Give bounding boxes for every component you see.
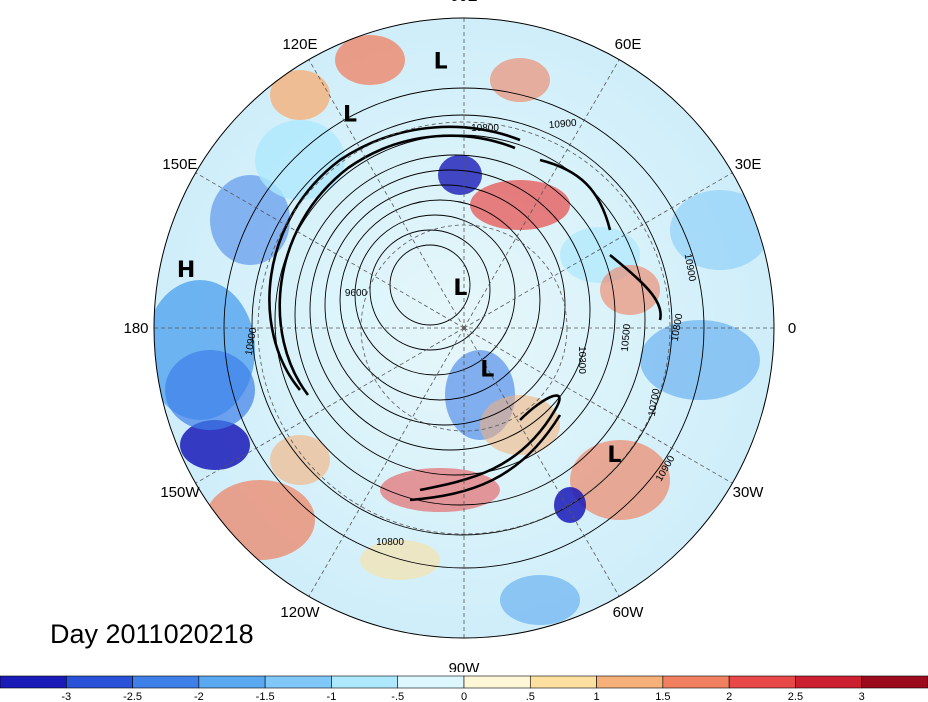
longitude-label: 30W — [733, 484, 765, 501]
colorbar-tick-label: -1.5 — [256, 691, 275, 702]
colorbar-tick-label: -.5 — [391, 691, 404, 702]
longitude-label: 120W — [280, 604, 320, 621]
colorbar-swatch — [397, 675, 465, 689]
contour-value-label: 9600 — [345, 288, 368, 299]
colorbar-tick-label: 1 — [594, 691, 600, 702]
low-pressure-label: L — [453, 276, 467, 301]
colorbar-tick-label: .5 — [526, 691, 535, 702]
graticule — [154, 18, 774, 638]
colorbar-tick-label: -3 — [61, 691, 71, 702]
contour-value-label: 10800 — [670, 312, 686, 342]
longitude-label: 150E — [162, 156, 197, 173]
colorbar-tick-label: 2 — [726, 691, 732, 702]
day-title: Day 2011020218 — [50, 619, 254, 649]
low-pressure-label: L — [343, 103, 357, 128]
low-pressure-label: L — [434, 49, 448, 74]
colorbar-swatch — [529, 675, 597, 689]
contour-value-label: 10300 — [576, 346, 587, 374]
longitude-label: 30E — [735, 156, 762, 173]
colorbar-swatch — [331, 675, 399, 689]
map-border — [153, 17, 775, 639]
low-pressure-label: L — [480, 357, 494, 382]
contour-value-label: 10900 — [244, 326, 260, 356]
longitude-label: 150W — [160, 484, 200, 501]
colorbar-swatch — [463, 675, 531, 689]
polar-map: 90E 60E 30E 0 30W 60W 90W 120W 150W 180 150E 120E L… — [123, 0, 796, 672]
colorbar-tick-label: 1.5 — [655, 691, 670, 702]
longitude-label: 0 — [788, 320, 796, 337]
contour-value-label: 10500 — [620, 323, 633, 352]
jet-contours — [268, 125, 662, 502]
longitude-label: 60W — [613, 604, 645, 621]
longitude-label: 90W — [449, 660, 481, 672]
longitude-label: 90E — [451, 0, 478, 5]
colorbar-swatch — [65, 675, 133, 689]
colorbar-tick-label: -1 — [327, 691, 337, 702]
contour-value-label: 10900 — [548, 118, 577, 131]
colorbar-tick-label: 2.5 — [788, 691, 803, 702]
colorbar-swatch — [132, 675, 200, 689]
colorbar-swatch — [861, 675, 928, 689]
longitude-label: 180 — [123, 320, 148, 337]
low-pressure-label: L — [607, 443, 621, 468]
colorbar-tick-label: -2.5 — [123, 691, 142, 702]
contour-value-label: 10800 — [376, 537, 404, 548]
contour-value-label: 10900 — [682, 253, 698, 283]
colorbar-swatch — [596, 675, 664, 689]
colorbar-swatch — [795, 675, 863, 689]
colorbar-swatch — [662, 675, 730, 689]
colorbar: -3 -2.5 -2 -1.5 -1 -.5 0 .5 1 1.5 2 2.5 3 — [0, 675, 928, 702]
longitude-labels: 90E 60E 30E 0 30W 60W 90W 120W 150W 180 150E 120E — [123, 0, 796, 672]
colorbar-swatch — [728, 675, 796, 689]
pressure-center-labels: L L H L L L — [177, 49, 622, 468]
colorbar-swatch — [198, 675, 266, 689]
high-pressure-label: H — [177, 258, 195, 283]
colorbar-tick-label: 0 — [461, 691, 467, 702]
colorbar-tick-label: -2 — [194, 691, 204, 702]
contour-value-label: 10700 — [647, 387, 663, 417]
contour-value-label: 10800 — [471, 123, 499, 134]
colorbar-tick-label: 3 — [859, 691, 865, 702]
colorbar-swatch — [0, 675, 67, 689]
anomaly-shading — [154, 35, 770, 625]
colorbar-swatch — [264, 675, 332, 689]
longitude-label: 60E — [615, 36, 642, 53]
longitude-label: 120E — [282, 36, 317, 53]
